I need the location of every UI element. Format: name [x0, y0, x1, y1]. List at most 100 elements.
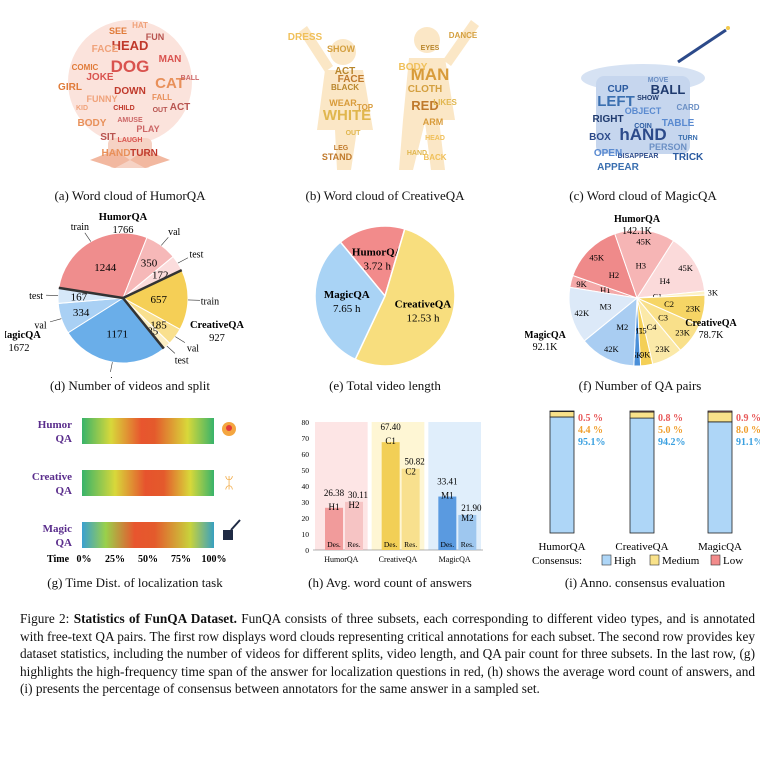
group-name: CreativeQA [190, 320, 244, 331]
y-tick-label: 60 [302, 450, 310, 459]
heatmap-row [82, 418, 214, 444]
stacked-segment-High [549, 416, 575, 534]
pie-slice-H2 [572, 233, 638, 299]
cloud-word: hAND [619, 125, 666, 144]
slice-value: 23K [686, 304, 702, 314]
cloud-word: FACE [338, 74, 365, 85]
caption-g: (g) Time Dist. of localization task [47, 575, 223, 590]
leader-line [166, 345, 176, 354]
leader-line [161, 237, 169, 246]
y-tick-label: 30 [302, 498, 310, 507]
cloud-word: BODY [78, 118, 107, 129]
split-label: test [175, 355, 189, 366]
slice-name: H4 [660, 276, 671, 286]
cloud-word: TURN [130, 148, 158, 159]
bar-sub-label: Des. [384, 540, 398, 549]
cloud-word: ACT [335, 66, 356, 77]
cloud-word: LAUGH [118, 137, 143, 144]
leader-line [84, 232, 92, 242]
slice-name: H3 [636, 261, 646, 271]
cloud-word: OBJECT [625, 106, 662, 116]
cloud-word: COIN [634, 123, 652, 130]
bar-value: 30.11 [348, 490, 368, 500]
cloud-word: TABLE [662, 118, 695, 129]
high-value-label: 91.1% [736, 437, 760, 448]
caption-e: (e) Total video length [329, 378, 441, 393]
bar-M1 [438, 496, 457, 550]
figure-caption-bold: Statistics of FunQA Dataset. [73, 611, 237, 626]
group-separator [58, 286, 124, 300]
slice-name: M3 [600, 301, 612, 311]
cloud-word: HEAD [425, 135, 445, 142]
cloud-word: DISAPPEAR [618, 153, 659, 160]
row-label: Creative [32, 471, 72, 483]
cloud-word: TRICK [673, 152, 704, 163]
category-label: CreativeQA [615, 541, 668, 553]
group-total: 1766 [113, 225, 134, 236]
low-value-label: 0.8 % [658, 413, 683, 424]
heatmap-row [82, 522, 214, 548]
y-tick-label: 70 [302, 434, 310, 443]
split-label: val [34, 320, 46, 331]
split-label: test [189, 249, 203, 260]
creative-silhouette [299, 20, 479, 170]
cloud-word: CUP [607, 84, 628, 95]
magic-hat-body [596, 76, 690, 154]
cloud-word: JOKE [86, 72, 114, 83]
cloud-word: CAT [155, 75, 185, 92]
y-tick-label: 0 [305, 546, 309, 555]
category-label: MagicQA [439, 555, 471, 564]
cloud-word: DANCE [449, 31, 478, 40]
slice-name: C4 [647, 322, 658, 332]
row-label: QA [56, 485, 73, 497]
stacked-segment-Low [549, 410, 575, 413]
wand-icon [230, 519, 241, 531]
cloud-word: HEAD [112, 38, 149, 53]
slice-name: MagicQA [324, 289, 370, 301]
cloud-word: APPEAR [597, 162, 639, 173]
bar-sub-label: Res. [461, 540, 474, 549]
creative-body2 [399, 58, 455, 170]
legend-label: Low [723, 555, 743, 567]
slice-name: C5 [637, 325, 647, 335]
split-label: val [187, 343, 199, 354]
figure-caption-text: FunQA consists of three subsets, each co… [20, 611, 755, 696]
slice-value: 9K [640, 350, 651, 360]
pie-slice-HumorQA [339, 225, 406, 298]
legend-label: High [614, 555, 637, 567]
magic-silhouette [581, 26, 730, 154]
x-tick-label: 25% [105, 554, 125, 565]
legend-label: Medium [662, 555, 700, 567]
x-tick-label: 50% [138, 554, 158, 565]
cloud-word: ARM [423, 117, 444, 127]
cloud-word: MAN [159, 54, 182, 65]
cloud-word: GIRL [58, 82, 82, 93]
heatmap-row [82, 470, 214, 496]
cloud-word: ACT [170, 102, 191, 113]
slice-value: 45K [678, 263, 694, 273]
slice-value: 23K [675, 327, 691, 337]
cloud-word: AMUSE [117, 117, 143, 124]
slice-value: 7.65 h [333, 303, 361, 315]
cloud-word: RIGHT [592, 114, 623, 125]
slice-value: 167 [71, 291, 88, 303]
bar-name: M2 [461, 513, 474, 523]
group-separator [122, 269, 183, 300]
cloud-word: TOP [357, 103, 374, 112]
cloud-word: SHOW [327, 44, 356, 54]
split-label: train [71, 222, 89, 233]
cloud-word: DOWN [114, 86, 146, 97]
cloud-word: OPEN [594, 148, 622, 159]
creative-head1 [330, 39, 356, 65]
slice-name: M2 [616, 322, 628, 332]
cloud-word: WEAR [329, 98, 357, 108]
category-label: HumorQA [324, 555, 358, 564]
caption-c: (c) Word cloud of MagicQA [569, 188, 717, 203]
cloud-word: CLOTH [408, 84, 442, 95]
pie-slice-M2 [583, 296, 638, 367]
group-name: CreativeQA [685, 318, 737, 329]
leader-line [175, 336, 186, 343]
group-total: 142.1K [622, 226, 653, 237]
group-name: MagicQA [5, 330, 41, 341]
cloud-word: BALL [181, 75, 200, 82]
